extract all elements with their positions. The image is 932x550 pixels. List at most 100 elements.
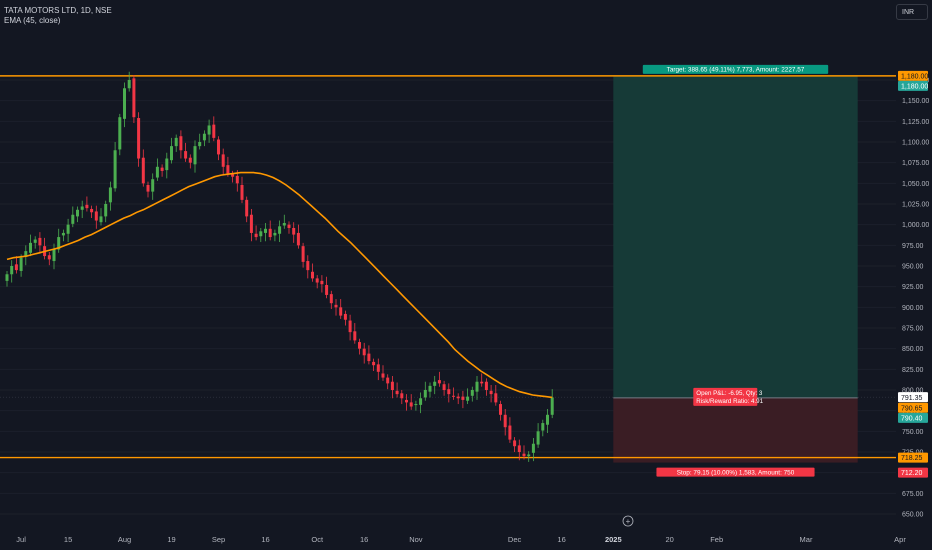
symbol-title[interactable]: TATA MOTORS LTD, 1D, NSE (4, 6, 112, 15)
candle (278, 220, 282, 243)
candle-body (376, 364, 380, 372)
candle-body (24, 251, 28, 257)
candle (358, 338, 361, 355)
candle-body (226, 165, 230, 174)
stop-label-bg (656, 467, 815, 477)
horizontal-levels[interactable] (0, 75, 896, 459)
price-label-bg (898, 452, 928, 463)
candle-body (231, 174, 235, 177)
candle (311, 263, 314, 282)
candle-body (386, 377, 390, 384)
candle-body (217, 139, 220, 155)
candle-body (57, 237, 61, 250)
candle-body (499, 404, 502, 415)
candle (522, 445, 526, 460)
candle (287, 221, 291, 234)
candle (127, 71, 131, 92)
time-tick-label: Feb (710, 535, 723, 544)
price-tick-label: 975.00 (902, 243, 924, 250)
candle (132, 75, 136, 123)
candle (367, 345, 371, 365)
pnl-box (693, 387, 758, 406)
candle (165, 152, 169, 179)
position-zones (613, 75, 858, 463)
time-tick-label: Nov (409, 535, 423, 544)
indicator-title[interactable]: EMA (45, close) (4, 16, 61, 25)
candle-body (437, 380, 441, 384)
time-tick-label: Dec (508, 535, 522, 544)
candle-body (245, 199, 249, 217)
candle (353, 323, 357, 344)
candle (536, 423, 540, 448)
candle-body (127, 80, 131, 89)
candle (14, 256, 18, 274)
candle-body (405, 399, 408, 403)
candle (320, 275, 324, 293)
candle (362, 342, 366, 364)
candle-body (475, 381, 479, 392)
candle-body (517, 445, 521, 452)
candle-body (470, 390, 474, 396)
candle-body (33, 239, 37, 243)
candle (80, 200, 84, 219)
price-label-bg (898, 80, 928, 91)
candle-body (531, 443, 535, 453)
candle (301, 242, 305, 268)
candle-body (123, 88, 126, 119)
risk-reward-label: Risk/Reward Ratio: 4.91 (696, 398, 763, 405)
price-label-bg (898, 467, 928, 478)
candle (282, 214, 286, 229)
candle (325, 276, 329, 299)
candle-body (273, 232, 277, 236)
candle (254, 225, 258, 241)
candle (386, 374, 390, 390)
candle-body (372, 361, 376, 366)
price-label-bg (898, 402, 928, 413)
candle-body (29, 242, 32, 253)
candle-body (151, 179, 155, 192)
time-tick-label: 16 (557, 535, 565, 544)
candle (198, 133, 202, 150)
candle-body (221, 154, 225, 167)
candle (212, 116, 216, 142)
candle (475, 375, 479, 400)
price-tick-label: 850.00 (902, 346, 924, 353)
candle-body (414, 404, 418, 406)
candle (245, 196, 249, 223)
candle-body (362, 348, 366, 356)
candle-body (541, 423, 545, 431)
candle-body (433, 381, 437, 386)
price-tick-label: 750.00 (902, 429, 924, 436)
candle (268, 220, 272, 241)
candle (19, 254, 23, 277)
candle (489, 385, 493, 403)
time-axis[interactable]: Jul 15 Aug 19 Sep 16 Oct 16 Nov Dec 16 2025 20 Feb Mar… (16, 535, 906, 544)
candle-body (292, 227, 296, 235)
candle (61, 229, 65, 242)
candle-body (466, 396, 470, 401)
price-axis[interactable]: 650.00675.00700.00725.00750.00775.00800.… (898, 70, 929, 519)
candle (527, 451, 531, 462)
candle-body (170, 146, 173, 161)
candle-body (522, 453, 526, 457)
candle-body (90, 208, 94, 213)
ema-line (6, 171, 553, 399)
currency-button[interactable]: INR (896, 4, 928, 20)
price-tick-label: 1,050.00 (902, 181, 929, 188)
candle (390, 375, 394, 399)
candle-body (546, 414, 549, 425)
price-tick-label: 1,025.00 (902, 202, 929, 209)
candle-body (456, 396, 460, 399)
candle (104, 200, 108, 223)
candle (306, 255, 310, 279)
goto-realtime-button[interactable]: + (622, 515, 634, 527)
time-tick-label: Aug (118, 535, 131, 544)
target-zone (613, 75, 858, 398)
candles (5, 71, 554, 462)
candle (546, 409, 549, 433)
candle-body (550, 397, 554, 415)
candle (470, 386, 474, 402)
stop-label: Stop: 79.15 (10.00%) 1,583, Amount: 750 (677, 469, 795, 476)
candle-body (146, 184, 150, 192)
